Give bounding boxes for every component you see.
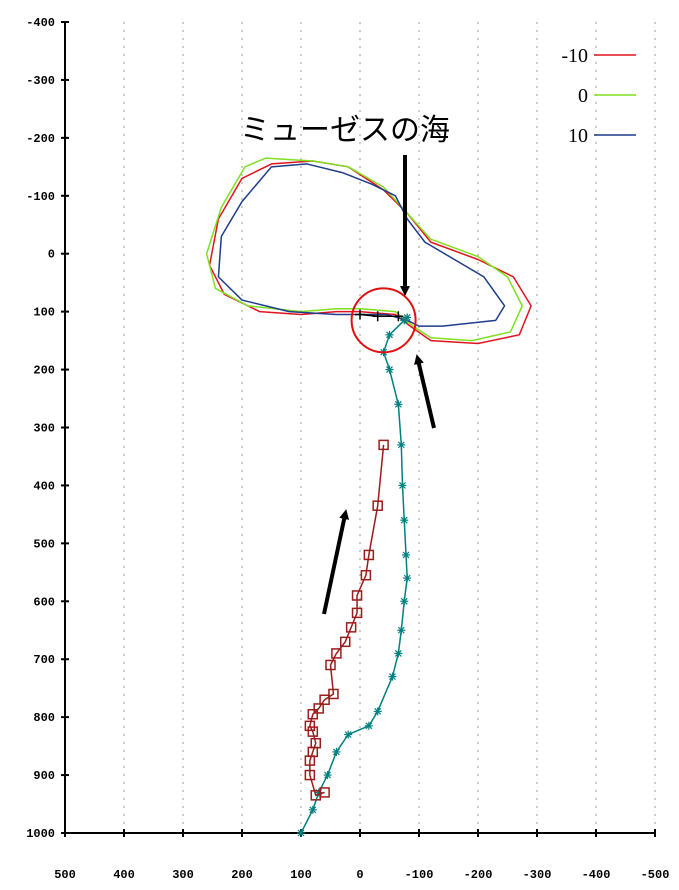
y-tick-label-2: -200 xyxy=(26,132,55,146)
series-4-point-11 xyxy=(319,694,330,706)
series-4-point-14 xyxy=(304,720,316,732)
y-tick-label-13: 900 xyxy=(33,769,55,783)
axes: -400-300-200-100010020030040050060070080… xyxy=(26,16,669,882)
series-3-point-1 xyxy=(308,805,317,814)
pointer-arrow-upright xyxy=(414,354,436,429)
series-4-point-9 xyxy=(325,659,336,671)
series-4-point-1 xyxy=(372,500,383,511)
series-3-point-9 xyxy=(394,649,403,658)
series-3-point-20 xyxy=(385,330,394,339)
series-5-point-0 xyxy=(355,309,365,320)
series-3-point-7 xyxy=(373,707,382,716)
series-3-point-6 xyxy=(364,721,373,730)
series-4-point-4 xyxy=(351,590,363,601)
y-tick-label-9: 500 xyxy=(33,537,55,551)
legend-label-2: 10 xyxy=(568,125,588,147)
y-tick-label-3: -100 xyxy=(26,190,55,204)
series-4-point-5 xyxy=(351,607,363,619)
series-4-point-0 xyxy=(378,439,389,451)
series-group xyxy=(205,157,532,837)
y-tick-label-1: -300 xyxy=(26,74,55,88)
series-4-point-6 xyxy=(345,622,357,633)
series-3-point-11 xyxy=(400,597,409,606)
series-5-point-1 xyxy=(372,311,383,322)
series-5-point-2 xyxy=(393,311,404,322)
annotation-label: ミューゼスの海 xyxy=(240,113,450,148)
series-3-point-10 xyxy=(397,626,406,635)
series-4-point-3 xyxy=(360,569,372,581)
series-3-point-22 xyxy=(403,313,412,322)
series-3-point-0 xyxy=(297,829,305,837)
x-tick-label-2: 300 xyxy=(172,868,194,882)
x-tick-label-1: 400 xyxy=(113,868,135,882)
y-tick-label-11: 700 xyxy=(33,653,55,667)
y-tick-label-10: 600 xyxy=(33,595,55,609)
y-tick-label-8: 400 xyxy=(33,479,55,493)
series-line-2 xyxy=(217,163,506,327)
x-tick-label-3: 200 xyxy=(231,868,253,882)
series-4-point-10 xyxy=(328,688,339,700)
x-tick-label-10: -500 xyxy=(641,868,670,882)
y-tick-label-5: 100 xyxy=(33,306,55,320)
series-3-point-14 xyxy=(400,516,409,525)
x-tick-label-5: 0 xyxy=(356,868,363,882)
series-line-1 xyxy=(205,157,523,342)
series-4-point-8 xyxy=(331,648,342,659)
annotations: ミューゼスの海 xyxy=(240,113,450,615)
series-4-point-15 xyxy=(307,726,319,737)
series-3-point-15 xyxy=(398,481,407,490)
y-tick-label-12: 800 xyxy=(33,711,55,725)
series-3-point-3 xyxy=(323,771,332,780)
highlight-circle xyxy=(350,287,417,354)
pointer-arrow-upleft xyxy=(322,509,350,615)
y-tick-label-14: 1000 xyxy=(26,827,55,841)
legend-label-0: -10 xyxy=(561,45,588,67)
series-3-point-8 xyxy=(388,672,397,681)
series-3-point-12 xyxy=(403,574,412,583)
x-tick-label-0: 500 xyxy=(54,868,76,882)
series-4-point-12 xyxy=(313,703,324,714)
legend-label-1: 0 xyxy=(578,85,588,107)
y-tick-label-6: 200 xyxy=(33,364,55,378)
x-tick-label-9: -400 xyxy=(582,868,611,882)
series-3-point-13 xyxy=(402,550,411,559)
series-4-point-18 xyxy=(304,755,316,766)
x-tick-label-4: 100 xyxy=(290,868,312,882)
y-tick-label-0: -400 xyxy=(26,16,55,30)
series-4-point-7 xyxy=(340,636,351,648)
series-4-point-2 xyxy=(363,549,375,561)
series-4-point-21 xyxy=(319,787,330,798)
x-tick-label-8: -300 xyxy=(523,868,552,882)
series-3-point-16 xyxy=(397,440,406,449)
series-3-point-18 xyxy=(385,365,394,374)
series-4-point-19 xyxy=(304,769,316,781)
series-3-point-17 xyxy=(394,400,403,409)
y-tick-label-7: 300 xyxy=(33,422,55,436)
x-tick-label-6: -100 xyxy=(405,868,434,882)
series-3-point-4 xyxy=(332,747,341,756)
series-3-point-5 xyxy=(344,730,353,739)
y-tick-label-4: 0 xyxy=(48,248,55,262)
legend: -10 0 10 xyxy=(561,45,636,147)
x-tick-label-7: -200 xyxy=(464,868,493,882)
series-4-point-13 xyxy=(307,708,319,720)
